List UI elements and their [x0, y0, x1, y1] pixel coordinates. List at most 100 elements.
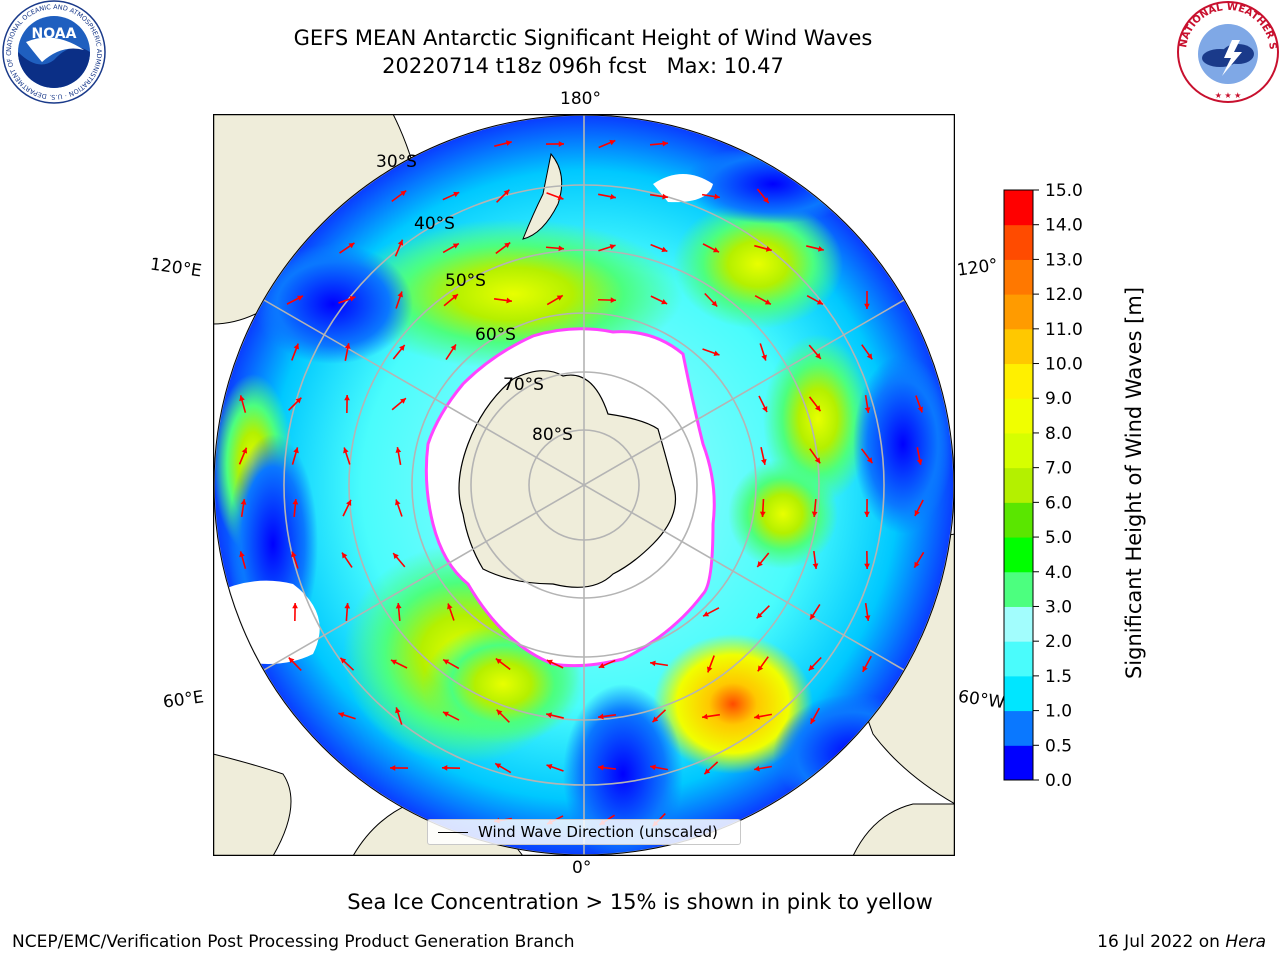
colorbar-swatch — [1004, 398, 1033, 434]
wave-direction-arrowhead — [761, 459, 767, 465]
wave-direction-arrowhead — [650, 764, 656, 771]
colorbar-tick-label: 3.0 — [1045, 597, 1072, 617]
wave-direction-arrowhead — [815, 353, 821, 359]
colorbar-swatch — [1004, 710, 1033, 746]
wave-direction-arrowhead — [241, 447, 248, 454]
wave-direction-arrowhead — [704, 768, 711, 775]
wave-direction-arrowhead — [239, 395, 245, 402]
colorbar-border — [1003, 189, 1034, 781]
noaa-logo-text: NOAA — [32, 26, 77, 42]
wave-direction-arrowhead — [297, 295, 304, 301]
wave-direction-arrowhead — [442, 765, 448, 771]
wave-direction-arrowhead — [291, 551, 297, 558]
wave-direction-arrowhead — [814, 405, 821, 412]
colorbar-swatch — [1004, 363, 1033, 399]
colorbar-swatch — [1004, 571, 1033, 607]
wave-direction-arrowhead — [395, 447, 402, 453]
lon-label-120e: 120°E — [148, 254, 203, 282]
wave-direction-arrowhead — [504, 242, 511, 249]
wave-direction-arrowhead — [558, 245, 564, 252]
wave-direction-arrowhead — [765, 246, 772, 252]
wave-direction-arrowhead — [762, 406, 768, 413]
wave-direction-arrowhead — [864, 563, 870, 569]
wave-direction-arrowhead — [393, 553, 399, 560]
wave-direction-arrowhead — [349, 296, 356, 302]
machine-name: Hera — [1225, 932, 1266, 952]
wave-direction-arrowhead — [810, 717, 816, 724]
wave-direction-arrowhead — [295, 397, 302, 404]
wave-direction-arrowhead — [344, 603, 351, 609]
wave-direction-arrowhead — [661, 299, 668, 305]
colorbar-tick-label: 15.0 — [1045, 181, 1083, 201]
wave-direction-arrowhead — [757, 561, 763, 567]
polar-map — [213, 114, 955, 856]
wave-direction-arrowhead — [390, 765, 396, 771]
colorbar-tick-label: 6.0 — [1045, 493, 1072, 513]
wave-direction-arrowhead — [703, 611, 710, 617]
wave-direction-arrowhead — [348, 242, 355, 249]
wave-direction-arrowhead — [811, 511, 818, 517]
colorbar-tick-label: 1.5 — [1045, 667, 1072, 687]
lat-label-70s: 70°S — [503, 375, 544, 395]
wave-direction-arrowhead — [495, 763, 502, 769]
wave-direction-arrowhead — [714, 193, 720, 200]
colorbar-tick-label: 8.0 — [1045, 424, 1072, 444]
wave-direction-arrowhead — [447, 603, 453, 610]
lat-label-40s: 40°S — [414, 214, 455, 234]
colorbar-tick-label: 12.0 — [1045, 285, 1083, 305]
wave-direction-arrowhead — [338, 712, 345, 718]
colorbar-swatch — [1004, 745, 1033, 781]
wave-direction-arrowhead — [239, 551, 245, 558]
wave-direction-arrowhead — [340, 657, 347, 664]
wave-direction-arrowhead — [399, 345, 405, 351]
wave-direction-arrowhead — [866, 457, 873, 464]
wave-direction-arrowhead — [395, 499, 401, 506]
colorbar-tick-label: 14.0 — [1045, 216, 1083, 236]
wave-direction-arrowhead — [598, 764, 604, 771]
chart-subtitle: 20220714 t18z 096h fcst Max: 10.47 — [382, 54, 784, 78]
wave-direction-arrowhead — [292, 603, 298, 609]
wave-direction-arrowhead — [661, 246, 668, 253]
wave-direction-arrowhead — [914, 510, 920, 517]
wave-direction-arrowhead — [916, 459, 923, 465]
wave-direction-arrowhead — [712, 247, 719, 253]
wave-direction-arrowhead — [763, 197, 769, 204]
wave-direction-arrowhead — [452, 294, 458, 300]
colorbar-swatch — [1004, 294, 1033, 330]
wave-direction-arrowhead — [757, 665, 764, 672]
wave-direction-arrowhead — [443, 659, 450, 665]
colorbar-swatch — [1004, 432, 1033, 469]
chart-title: GEFS MEAN Antarctic Significant Height o… — [293, 26, 873, 50]
wave-direction-arrowhead — [506, 297, 512, 304]
wave-direction-arrowhead — [754, 713, 760, 720]
map-legend: Wind Wave Direction (unscaled) — [427, 819, 741, 845]
wave-direction-arrowhead — [442, 711, 449, 717]
wave-direction-arrowhead — [650, 660, 656, 667]
wave-direction-arrowhead — [812, 563, 819, 569]
wave-direction-arrowhead — [810, 613, 816, 620]
colorbar-tick-label: 4.0 — [1045, 563, 1072, 583]
colorbar-tick-label: 0.5 — [1045, 736, 1072, 756]
wave-direction-arrowhead — [706, 666, 713, 673]
legend-label: Wind Wave Direction (unscaled) — [478, 823, 718, 841]
colorbar-swatch — [1004, 190, 1033, 226]
colorbar-tick-label: 10.0 — [1045, 355, 1083, 375]
wave-direction-arrowhead — [917, 406, 923, 413]
wave-direction-arrowhead — [344, 395, 350, 401]
wave-direction-arrowhead — [496, 709, 503, 716]
credit-text: NCEP/EMC/Verification Post Processing Pr… — [12, 932, 575, 952]
wave-direction-arrowhead — [914, 561, 920, 568]
colorbar-swatch — [1004, 467, 1033, 503]
colorbar-tick-label: 2.0 — [1045, 632, 1072, 652]
wave-direction-arrowhead — [662, 140, 668, 147]
wave-direction-arrowhead — [288, 657, 295, 664]
colorbar-tick-label: 0.0 — [1045, 771, 1072, 791]
lon-label-180: 180° — [560, 89, 601, 109]
wave-direction-arrowhead — [662, 193, 668, 200]
lon-label-0: 0° — [572, 858, 592, 878]
wave-direction-arrowhead — [503, 189, 510, 196]
colorbar-swatch — [1004, 502, 1033, 538]
colorbar-title: Significant Height of Wind Waves [m] — [1122, 286, 1146, 680]
wave-direction-arrowhead — [344, 343, 351, 349]
wave-direction-arrowhead — [862, 665, 868, 672]
